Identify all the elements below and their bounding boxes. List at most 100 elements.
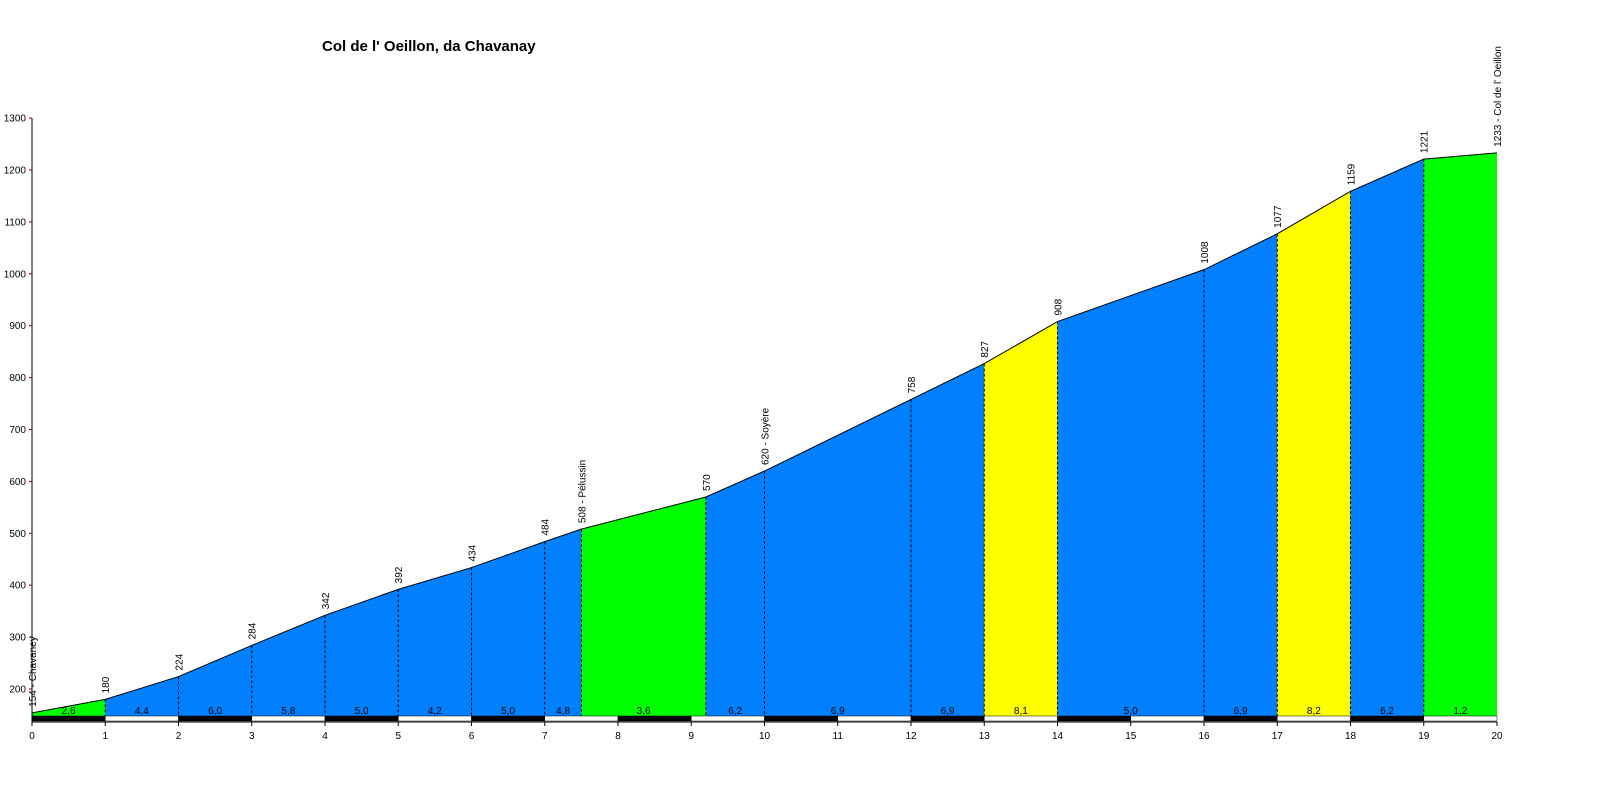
x-tick-label: 18 (1345, 731, 1357, 742)
grade-label: 5,0 (501, 706, 515, 717)
y-tick-label: 1200 (4, 166, 27, 177)
y-tick-label: 300 (9, 633, 26, 644)
grade-label: 4,2 (428, 706, 442, 717)
segment-fill (911, 363, 985, 716)
elevation-label: 154 - Chavaney (28, 636, 39, 707)
x-tick-label: 0 (29, 731, 35, 742)
profile-line-group (31, 152, 1498, 714)
elevation-label: 570 (702, 474, 713, 491)
y-tick-label: 400 (9, 581, 26, 592)
grade-label: 5,0 (1124, 706, 1138, 717)
scale-bar-block (1057, 715, 1131, 722)
x-tick-label: 19 (1418, 731, 1430, 742)
y-tick-label: 800 (9, 373, 26, 384)
x-tick-label: 1 (102, 731, 108, 742)
elevation-label: 484 (541, 518, 552, 535)
elevation-label: 620 - Soyère (761, 407, 772, 465)
elevation-label: 908 (1054, 298, 1065, 315)
elevation-label: 284 (248, 622, 259, 639)
segment-fill (178, 645, 252, 716)
km-scale-bar (31, 715, 1498, 722)
scale-bar-block (837, 715, 912, 722)
elevation-label: 224 (175, 653, 186, 670)
grade-label: 4,4 (135, 706, 149, 717)
segment-fill (325, 589, 399, 716)
x-tick-label: 6 (469, 731, 475, 742)
y-tick-label: 1300 (4, 114, 27, 125)
elevation-label: 434 (468, 544, 479, 561)
x-tick-label: 2 (176, 731, 182, 742)
elevation-label: 1077 (1273, 205, 1284, 228)
scale-bar-block (764, 715, 838, 722)
x-tick-label: 9 (688, 731, 694, 742)
elevation-label: 1221 (1420, 130, 1431, 153)
y-tick-label: 1000 (4, 269, 27, 280)
grade-label: 1,2 (1453, 706, 1467, 717)
y-tick-label: 500 (9, 529, 26, 540)
y-tick-label: 700 (9, 425, 26, 436)
grade-label: 6,0 (208, 706, 222, 717)
x-tick-label: 11 (833, 731, 844, 742)
elevation-labels: 154 - Chavaney 180 224 284 342 392 434 484 508 -… (28, 46, 1504, 707)
segment-fill (1350, 159, 1424, 716)
tick-labels: 0 1 2 3 4 5 6 7 8 9 10 11 12 13 14 15 16 17 18 19 2020030040… (4, 114, 1503, 742)
x-tick-label: 3 (249, 731, 255, 742)
y-tick-label: 600 (9, 477, 26, 488)
x-tick-label: 10 (759, 731, 771, 742)
y-tick-label: 900 (9, 321, 26, 332)
profile-line (31, 152, 1498, 714)
grade-label: 6,2 (1380, 706, 1394, 717)
segment-fill (1057, 269, 1204, 716)
segment-fill (984, 321, 1058, 716)
y-tick-label: 200 (9, 685, 26, 696)
grade-label: 6,9 (831, 706, 845, 717)
elevation-label: 827 (980, 340, 991, 357)
segment-dividers (104, 159, 1425, 716)
x-tick-label: 20 (1491, 731, 1503, 742)
x-tick-label: 4 (322, 731, 328, 742)
grade-label: 3,6 (637, 706, 651, 717)
x-tick-label: 14 (1052, 731, 1064, 742)
scale-bar-block (1423, 715, 1498, 722)
x-tick-label: 7 (542, 731, 548, 742)
grade-label: 5,8 (281, 706, 295, 717)
segment-fill (471, 541, 545, 716)
x-tick-label: 17 (1272, 731, 1284, 742)
segment-fill (764, 399, 911, 716)
segment-fill (544, 529, 582, 716)
grade-label: 4,8 (556, 706, 570, 717)
grade-label: 2,6 (62, 706, 76, 717)
segment-fills (32, 152, 1497, 717)
x-tick-label: 15 (1125, 731, 1137, 742)
x-tick-label: 5 (395, 731, 401, 742)
y-tick-label: 1100 (4, 217, 26, 228)
chart-title: Col de l' Oeillon, da Chavanay (322, 38, 536, 55)
segment-fill (1423, 152, 1497, 717)
grade-labels: 2,6 4,4 6,0 5,8 5,0 4,2 5,0 4,8 3,6 6,2 6,9 6,9 8,1 5… (62, 706, 1468, 717)
grade-label: 8,1 (1014, 706, 1028, 717)
elevation-label: 392 (394, 566, 405, 583)
segment-fill (251, 615, 325, 716)
segment-fill (398, 567, 472, 716)
x-tick-label: 13 (979, 731, 991, 742)
segment-fill (32, 699, 106, 716)
elevation-label: 1233 - Col de l' Oeillon (1493, 46, 1504, 147)
x-tick-label: 8 (615, 731, 621, 742)
scale-bar-block (1130, 715, 1205, 722)
scale-bar-block (617, 715, 692, 722)
elevation-label: 1159 (1347, 163, 1358, 185)
segment-fill (581, 496, 706, 716)
grade-label: 6,9 (941, 706, 955, 717)
segment-fill (1277, 191, 1351, 717)
grade-label: 5,0 (355, 706, 369, 717)
segment-fill (705, 471, 765, 716)
x-tick-label: 12 (905, 731, 917, 742)
elevation-label: 180 (101, 676, 112, 693)
segment-fill (105, 676, 179, 716)
elevation-label: 508 - Pélussin (577, 460, 588, 523)
grade-label: 8,2 (1307, 706, 1321, 717)
elevation-label: 1008 (1200, 241, 1211, 264)
axes (29, 117, 1498, 726)
grade-label: 6,2 (728, 706, 742, 717)
